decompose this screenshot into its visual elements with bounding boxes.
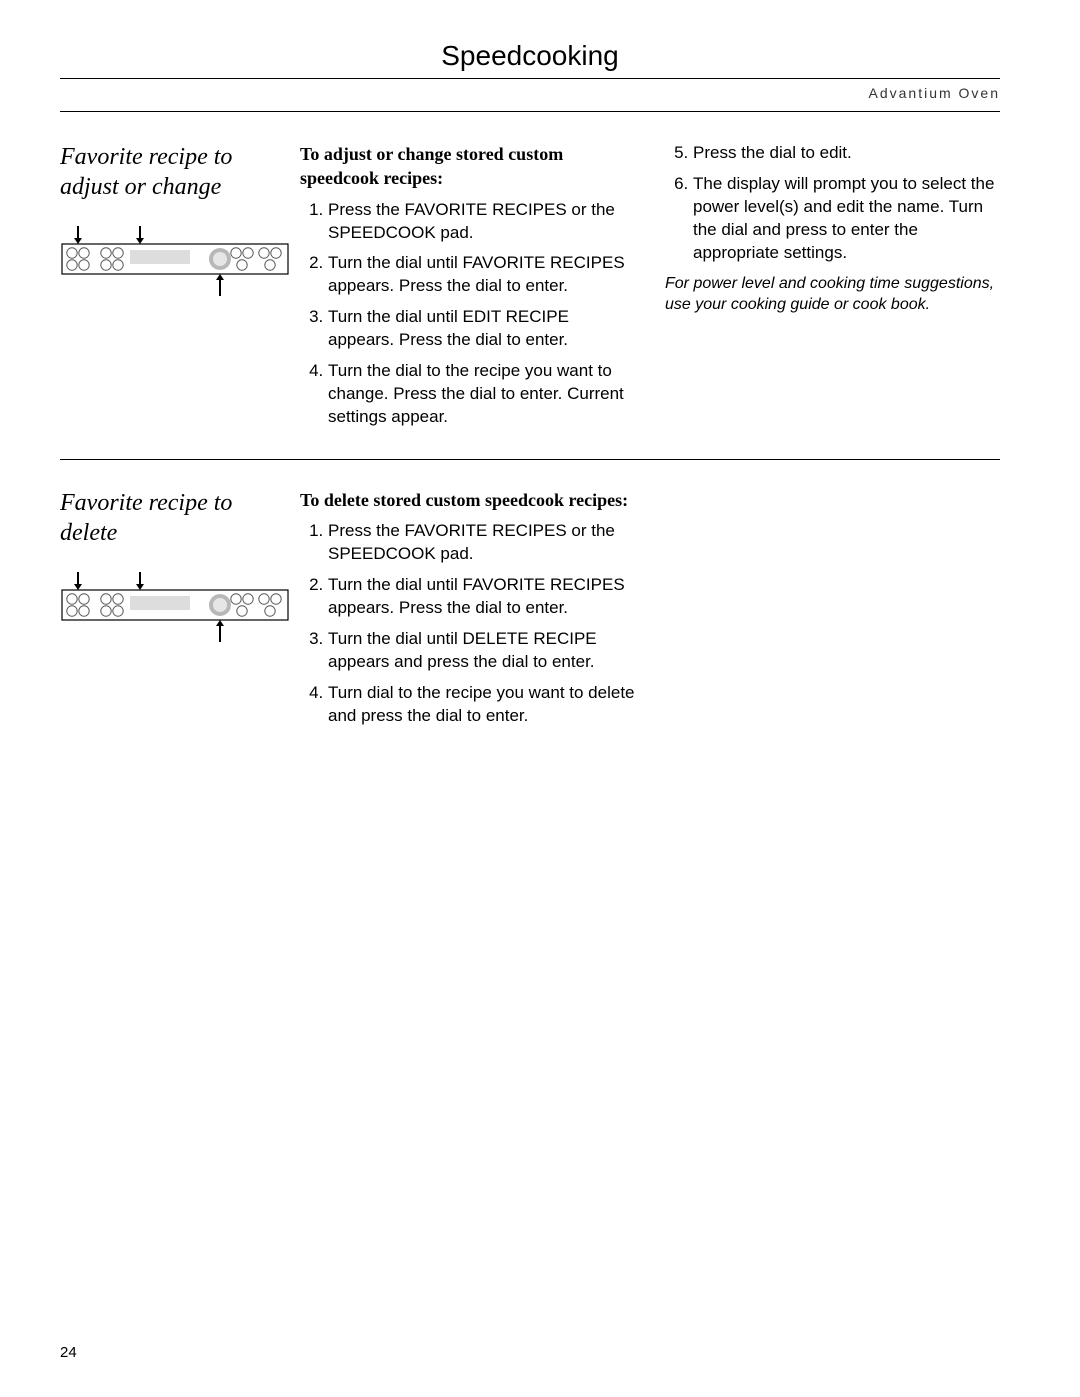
section-divider	[60, 459, 1000, 460]
page-title: Speedcooking	[60, 40, 1000, 72]
step-item: Turn the dial until DELETE RECIPE appear…	[328, 628, 635, 674]
steps-list: Press the dial to edit. The display will …	[665, 142, 1000, 265]
steps-list: Press the FAVORITE RECIPES or the SPEEDC…	[300, 520, 635, 728]
text-column: To adjust or change stored custom speedc…	[300, 142, 635, 437]
page-number: 24	[60, 1344, 77, 1361]
page: Speedcooking Advantium Oven Favorite rec…	[0, 0, 1080, 1397]
header-rule-bottom	[60, 111, 1000, 112]
section: Favorite recipe to delete To delete stor…	[60, 488, 1000, 736]
step-item: Turn the dial until FAVORITE RECIPES app…	[328, 252, 635, 298]
text-column: Press the dial to edit. The display will …	[665, 142, 1000, 437]
step-item: Press the FAVORITE RECIPES or the SPEEDC…	[328, 199, 635, 245]
text-column: To delete stored custom speedcook recipe…	[300, 488, 635, 736]
step-item: Turn dial to the recipe you want to dele…	[328, 682, 635, 728]
side-column: Favorite recipe to delete	[60, 488, 270, 736]
control-panel	[60, 224, 290, 304]
side-column: Favorite recipe to adjust or change	[60, 142, 270, 437]
text-column	[665, 488, 1000, 736]
brand-label: Advantium Oven	[60, 79, 1000, 111]
note-text: For power level and cooking time suggest…	[665, 273, 1000, 316]
control-panel-graphic	[60, 570, 290, 650]
step-item: Turn the dial to the recipe you want to …	[328, 360, 635, 429]
control-panel-graphic	[60, 224, 290, 304]
section: Favorite recipe to adjust or change To a…	[60, 142, 1000, 437]
step-item: Press the FAVORITE RECIPES or the SPEEDC…	[328, 520, 635, 566]
intro-heading: To adjust or change stored custom speedc…	[300, 142, 635, 191]
side-title: Favorite recipe to adjust or change	[60, 142, 270, 202]
page-header: Speedcooking Advantium Oven	[60, 40, 1000, 112]
step-item: Press the dial to edit.	[693, 142, 1000, 165]
side-title: Favorite recipe to delete	[60, 488, 270, 548]
main-columns: To adjust or change stored custom speedc…	[300, 142, 1000, 437]
step-item: Turn the dial until EDIT RECIPE appears.…	[328, 306, 635, 352]
step-item: Turn the dial until FAVORITE RECIPES app…	[328, 574, 635, 620]
control-panel	[60, 570, 290, 650]
step-item: The display will prompt you to select th…	[693, 173, 1000, 265]
main-columns: To delete stored custom speedcook recipe…	[300, 488, 1000, 736]
intro-heading: To delete stored custom speedcook recipe…	[300, 488, 635, 512]
steps-list: Press the FAVORITE RECIPES or the SPEEDC…	[300, 199, 635, 429]
